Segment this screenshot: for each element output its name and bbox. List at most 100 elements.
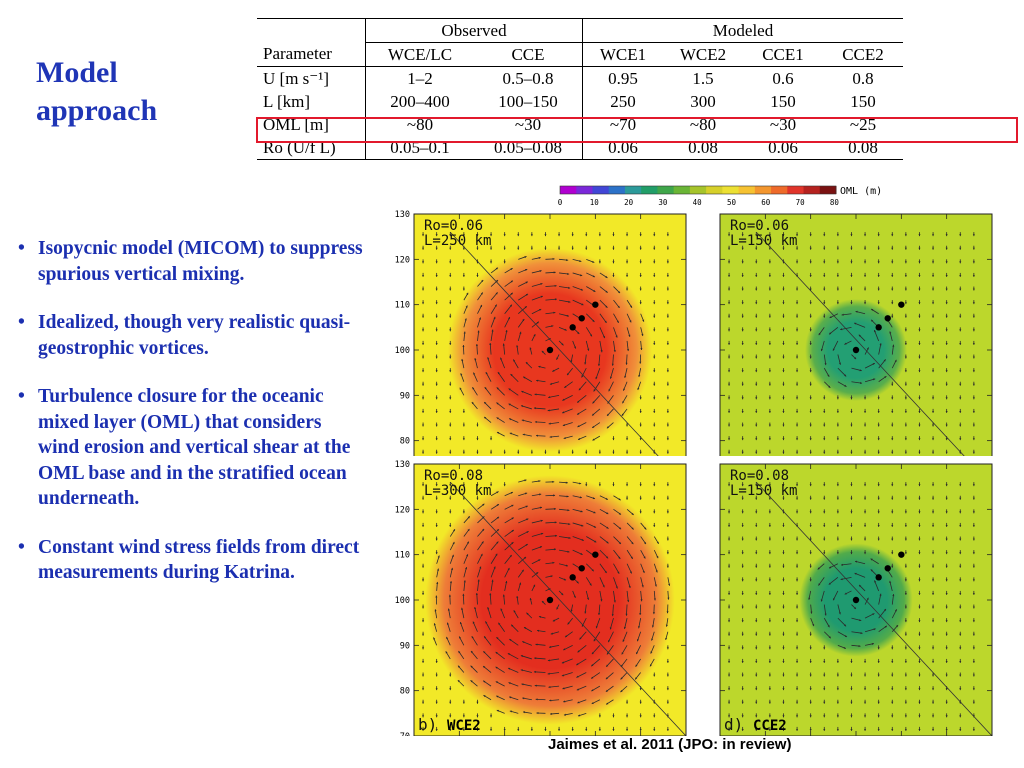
header-cce2: CCE2 bbox=[823, 42, 903, 67]
velocity-arrowhead bbox=[741, 633, 744, 636]
colorbar-tick-label: 30 bbox=[658, 198, 668, 207]
table-cell: L [km] bbox=[263, 91, 311, 111]
velocity-arrowhead bbox=[653, 234, 656, 237]
panel-name-label: CCE2 bbox=[753, 718, 787, 734]
velocity-arrowhead bbox=[490, 484, 493, 487]
velocity-arrowhead bbox=[874, 330, 876, 333]
velocity-arrowhead bbox=[945, 247, 948, 250]
velocity-arrowhead bbox=[576, 581, 579, 584]
velocity-arrowhead bbox=[854, 322, 857, 325]
velocity-arrowhead bbox=[485, 372, 488, 375]
velocity-arrowhead bbox=[435, 261, 438, 264]
velocity-arrowhead bbox=[666, 370, 669, 373]
velocity-arrowhead bbox=[782, 729, 785, 731]
table-row-oml: OML [m] ~80 ~30 ~70 ~80 ~30 ~25 bbox=[257, 113, 903, 136]
velocity-arrowhead bbox=[823, 397, 826, 400]
velocity-arrowhead bbox=[782, 343, 785, 345]
velocity-arrowhead bbox=[904, 552, 907, 555]
velocity-arrowhead bbox=[502, 343, 505, 346]
velocity-arrowhead bbox=[877, 552, 880, 555]
velocity-arrowhead bbox=[485, 621, 488, 624]
velocity-arrowhead bbox=[877, 661, 880, 663]
velocity-arrowhead bbox=[850, 288, 853, 291]
velocity-arrowhead bbox=[435, 397, 438, 400]
table-cell: 0.8 bbox=[852, 68, 874, 88]
colorbar-swatch bbox=[576, 186, 593, 194]
velocity-arrowhead bbox=[859, 619, 862, 622]
velocity-arrowhead bbox=[629, 320, 632, 323]
velocity-arrowhead bbox=[972, 343, 975, 345]
velocity-arrowhead bbox=[422, 261, 425, 264]
velocity-arrowhead bbox=[836, 451, 839, 454]
velocity-arrowhead bbox=[490, 261, 493, 264]
velocity-arrowhead bbox=[809, 411, 812, 413]
velocity-arrowhead bbox=[639, 261, 642, 264]
velocity-arrowhead bbox=[496, 504, 499, 507]
velocity-arrowhead bbox=[544, 729, 547, 731]
velocity-arrowhead bbox=[844, 592, 847, 595]
velocity-arrowhead bbox=[918, 315, 921, 318]
velocity-arrow bbox=[490, 553, 498, 564]
velocity-arrowhead bbox=[653, 275, 656, 277]
velocity-arrowhead bbox=[503, 261, 506, 264]
header-wce-lc: WCE/LC bbox=[365, 42, 474, 67]
velocity-arrowhead bbox=[918, 552, 921, 555]
velocity-arrowhead bbox=[552, 257, 555, 261]
storm-track-point bbox=[569, 574, 576, 581]
velocity-arrowhead bbox=[639, 288, 642, 291]
velocity-arrowhead bbox=[959, 538, 962, 541]
velocity-arrowhead bbox=[824, 363, 827, 366]
velocity-arrowhead bbox=[836, 701, 839, 704]
velocity-arrowhead bbox=[836, 688, 839, 691]
axis-ticks: 708090100110120130 bbox=[395, 210, 687, 447]
storm-track-point bbox=[898, 301, 905, 308]
velocity-arrowhead bbox=[598, 715, 601, 718]
velocity-arrowhead bbox=[932, 302, 935, 305]
velocity-arrowhead bbox=[932, 424, 935, 427]
velocity-arrowhead bbox=[562, 411, 565, 414]
velocity-arrowhead bbox=[552, 480, 555, 483]
velocity-arrowhead bbox=[728, 674, 731, 677]
velocity-arrowhead bbox=[755, 234, 758, 237]
velocity-arrowhead bbox=[495, 267, 498, 270]
velocity-arrow bbox=[531, 295, 544, 301]
velocity-arrowhead bbox=[591, 702, 594, 704]
table-cell: 0.95 bbox=[582, 66, 663, 90]
velocity-arrowhead bbox=[509, 432, 512, 435]
velocity-arrowhead bbox=[449, 715, 452, 718]
velocity-arrowhead bbox=[728, 606, 731, 609]
velocity-arrowhead bbox=[462, 261, 465, 264]
velocity-arrowhead bbox=[827, 374, 830, 377]
velocity-arrowhead bbox=[471, 401, 474, 405]
velocity-arrowhead bbox=[850, 411, 853, 413]
velocity-arrowhead bbox=[449, 288, 452, 291]
velocity-arrowhead bbox=[891, 647, 894, 650]
velocity-arrowhead bbox=[877, 411, 880, 413]
velocity-arrowhead bbox=[836, 234, 839, 237]
velocity-arrowhead bbox=[972, 370, 975, 373]
panel-letter: d) bbox=[724, 715, 743, 734]
velocity-arrowhead bbox=[639, 424, 642, 427]
plot-area bbox=[414, 464, 686, 736]
velocity-arrowhead bbox=[809, 275, 812, 277]
velocity-arrowhead bbox=[534, 684, 537, 687]
velocity-arrowhead bbox=[422, 343, 425, 345]
velocity-arrowhead bbox=[591, 569, 594, 572]
velocity-arrowhead bbox=[422, 497, 425, 500]
velocity-arrowhead bbox=[932, 275, 935, 277]
velocity-arrowhead bbox=[810, 611, 813, 614]
velocity-arrowhead bbox=[530, 451, 533, 454]
velocity-arrowhead bbox=[904, 356, 907, 359]
velocity-arrowhead bbox=[823, 288, 826, 291]
velocity-arrowhead bbox=[612, 484, 615, 487]
velocity-arrowhead bbox=[945, 661, 948, 663]
velocity-arrowhead bbox=[551, 325, 554, 328]
velocity-arrowhead bbox=[972, 511, 975, 514]
velocity-arrowhead bbox=[623, 388, 626, 391]
velocity-arrowhead bbox=[666, 329, 669, 332]
velocity-arrowhead bbox=[891, 383, 894, 386]
velocity-arrowhead bbox=[904, 688, 907, 691]
velocity-arrowhead bbox=[755, 370, 758, 373]
velocity-arrowhead bbox=[483, 680, 486, 683]
velocity-arrowhead bbox=[864, 275, 867, 277]
